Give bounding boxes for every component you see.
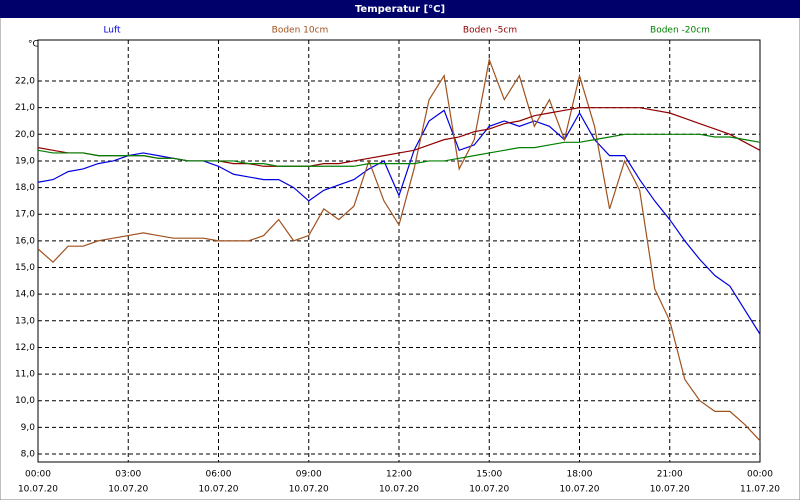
- series-line: [37, 109, 761, 335]
- x-tick-label: 00:00: [747, 470, 773, 480]
- x-tick-date: 10.07.20: [108, 485, 148, 495]
- y-tick-label: 18,0: [15, 183, 35, 193]
- series-line: [37, 133, 761, 167]
- x-tick-label: 03:00: [115, 470, 141, 480]
- y-tick-label: 15,0: [15, 263, 35, 273]
- legend-entry: Boden -20cm: [650, 26, 710, 36]
- y-tick-label: 13,0: [15, 316, 35, 326]
- y-tick-label: 10,0: [15, 396, 35, 406]
- series-line: [37, 57, 761, 442]
- x-tick-label: 00:00: [25, 470, 51, 480]
- x-tick-label: 21:00: [657, 470, 683, 480]
- y-tick-label: 16,0: [15, 236, 35, 246]
- legend-entry: Luft: [103, 26, 121, 36]
- y-tick-label: 14,0: [15, 290, 35, 300]
- x-tick-date: 10.07.20: [559, 485, 599, 495]
- y-axis-label: °C: [28, 40, 39, 50]
- x-tick-label: 06:00: [206, 470, 232, 480]
- x-tick-date: 10.07.20: [289, 485, 329, 495]
- x-tick-label: 18:00: [567, 470, 593, 480]
- legend-entry: Boden 10cm: [272, 26, 329, 36]
- x-tick-label: 15:00: [476, 470, 502, 480]
- y-tick-label: 12,0: [15, 343, 35, 353]
- y-tick-label: 17,0: [15, 210, 35, 220]
- title-bar: [0, 0, 800, 18]
- x-tick-date: 11.07.20: [740, 485, 780, 495]
- legend-entry: Boden -5cm: [463, 26, 517, 36]
- y-tick-label: 22,0: [15, 77, 35, 87]
- x-tick-label: 09:00: [296, 470, 322, 480]
- chart-title: Temperatur [°C]: [355, 4, 445, 15]
- legend: Luft Boden 10cm Boden -5cm Boden -20cm: [103, 26, 710, 36]
- x-tick-date: 10.07.20: [198, 485, 238, 495]
- y-tick-label: 11,0: [15, 370, 35, 380]
- x-tick-date: 10.07.20: [650, 485, 690, 495]
- x-tick-label: 12:00: [386, 470, 412, 480]
- y-tick-label: 19,0: [15, 156, 35, 166]
- y-tick-label: 8,0: [21, 450, 36, 460]
- x-tick-date: 10.07.20: [18, 485, 58, 495]
- y-tick-label: 20,0: [15, 130, 35, 140]
- x-tick-date: 10.07.20: [469, 485, 509, 495]
- x-tick-date: 10.07.20: [379, 485, 419, 495]
- y-tick-label: 9,0: [21, 423, 36, 433]
- y-tick-label: 21,0: [15, 103, 35, 113]
